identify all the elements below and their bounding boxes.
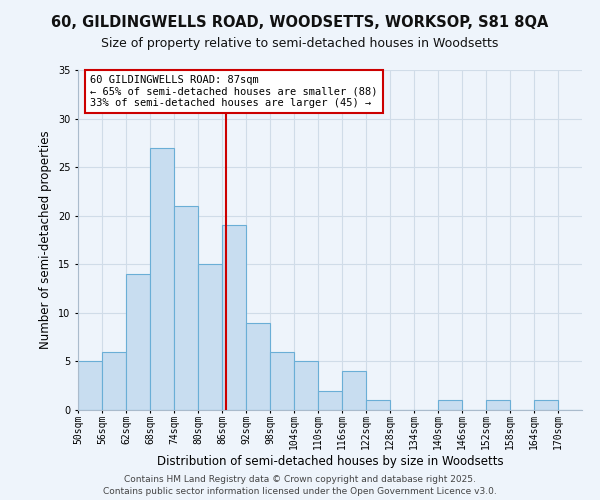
Bar [246,322,270,410]
Bar [150,148,174,410]
Bar [534,400,558,410]
Bar [438,400,462,410]
Bar [318,390,342,410]
Bar [222,226,246,410]
Bar [342,371,366,410]
Bar [270,352,294,410]
Bar [126,274,150,410]
Bar [174,206,198,410]
Text: 60, GILDINGWELLS ROAD, WOODSETTS, WORKSOP, S81 8QA: 60, GILDINGWELLS ROAD, WOODSETTS, WORKSO… [52,15,548,30]
Text: 60 GILDINGWELLS ROAD: 87sqm
← 65% of semi-detached houses are smaller (88)
33% o: 60 GILDINGWELLS ROAD: 87sqm ← 65% of sem… [90,75,377,108]
Bar [78,362,102,410]
Text: Contains public sector information licensed under the Open Government Licence v3: Contains public sector information licen… [103,487,497,496]
Bar [366,400,390,410]
Text: Size of property relative to semi-detached houses in Woodsetts: Size of property relative to semi-detach… [101,38,499,51]
Bar [198,264,222,410]
Text: Contains HM Land Registry data © Crown copyright and database right 2025.: Contains HM Land Registry data © Crown c… [124,476,476,484]
Bar [294,362,318,410]
Bar [102,352,126,410]
Y-axis label: Number of semi-detached properties: Number of semi-detached properties [40,130,52,350]
Bar [486,400,510,410]
X-axis label: Distribution of semi-detached houses by size in Woodsetts: Distribution of semi-detached houses by … [157,455,503,468]
